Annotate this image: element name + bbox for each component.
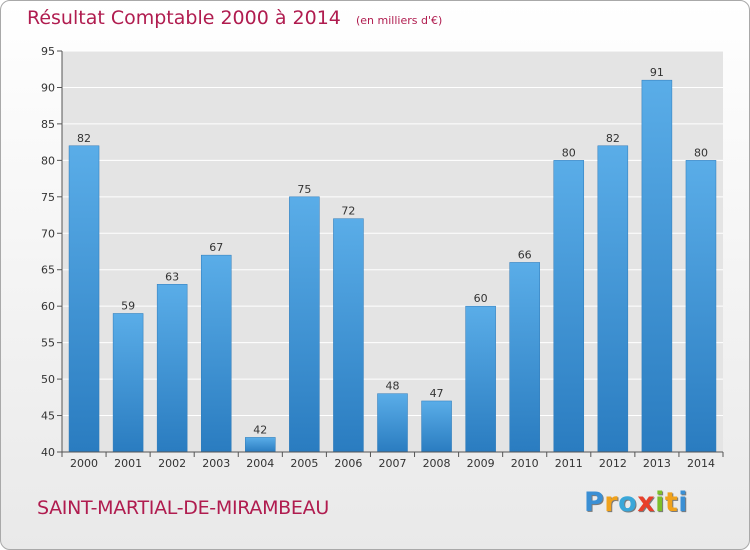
y-tick-label: 45: [41, 410, 55, 423]
logo-letter: i: [655, 487, 665, 518]
logo-letter: x: [637, 487, 656, 518]
bar-value-label: 42: [253, 423, 267, 436]
bar-value-label: 82: [77, 132, 91, 145]
logo-letter: i: [678, 487, 689, 518]
bar-value-label: 60: [474, 292, 488, 305]
chart-subtitle: (en milliers d'€): [355, 14, 443, 27]
bar: [156, 284, 188, 453]
bar: [112, 313, 144, 453]
bar-layer: 82 59 63 67 42 75 72 48 47 60 66 80 82 91 80: [68, 66, 717, 453]
x-tick-label: 2005: [290, 457, 318, 470]
y-tick-label: 80: [41, 154, 55, 167]
x-tick-label: 2009: [467, 457, 495, 470]
bar: [597, 145, 629, 453]
y-tick-label: 50: [41, 373, 55, 386]
y-tick-label: 55: [41, 337, 55, 350]
logo-letter: t: [664, 487, 679, 518]
bar: [465, 305, 496, 453]
bar-value-label: 47: [430, 387, 444, 400]
x-tick-label: 2012: [599, 457, 627, 470]
y-tick-label: 70: [41, 227, 55, 240]
y-tick-label: 40: [41, 446, 55, 459]
x-tick-label: 2011: [555, 457, 583, 470]
bar: [68, 145, 100, 453]
bar: [685, 160, 717, 453]
y-tick-label: 65: [41, 264, 55, 277]
bar: [377, 393, 408, 453]
bar-value-label: 91: [650, 66, 664, 79]
y-tick-label: 90: [41, 81, 55, 94]
x-tick-label: 2004: [246, 457, 274, 470]
x-tick-label: 2003: [202, 457, 230, 470]
bar-value-label: 59: [121, 299, 135, 312]
bar: [421, 400, 452, 453]
x-tick-label: 2001: [114, 457, 142, 470]
x-tick-label: 2013: [643, 457, 671, 470]
bar: [553, 160, 585, 453]
x-tick-label: 2006: [334, 457, 362, 470]
x-tick-label: 2014: [687, 457, 715, 470]
proxiti-logo: Proxiti: [584, 487, 688, 518]
x-tick-label: 2007: [379, 457, 407, 470]
commune-name: SAINT-MARTIAL-DE-MIRAMBEAU: [37, 497, 329, 519]
bar: [509, 262, 540, 453]
bar-value-label: 72: [341, 205, 355, 218]
bar: [200, 254, 232, 453]
x-tick-label: 2010: [511, 457, 539, 470]
y-tick-label: 95: [41, 45, 55, 58]
bar-value-label: 75: [297, 183, 311, 196]
x-tick-label: 2008: [423, 457, 451, 470]
bar-value-label: 48: [386, 380, 400, 393]
bar: [333, 218, 364, 453]
logo-letter: r: [604, 487, 619, 518]
bar-value-label: 82: [606, 132, 620, 145]
y-tick-label: 85: [41, 118, 55, 131]
bar-value-label: 66: [518, 248, 532, 261]
x-tick-label: 2002: [158, 457, 186, 470]
y-tick-label: 75: [41, 191, 55, 204]
logo-letter: o: [618, 487, 638, 518]
bar-value-label: 80: [694, 146, 708, 159]
axis-layer: 40 45 50 55 60 65 70 75 80 85 90 95 2000 2001 2002 2003…: [41, 45, 724, 470]
logo-letter: P: [584, 487, 605, 518]
x-tick-label: 2000: [70, 457, 98, 470]
y-tick-label: 60: [41, 300, 55, 313]
bar-value-label: 67: [209, 241, 223, 254]
title-row: Résultat Comptable 2000 à 2014 (en milli…: [27, 7, 442, 29]
bar-value-label: 63: [165, 270, 179, 283]
bar: [289, 196, 320, 453]
bar: [245, 437, 276, 453]
bar-value-label: 80: [562, 146, 576, 159]
chart-title: Résultat Comptable 2000 à 2014: [27, 7, 341, 29]
bar: [641, 79, 673, 453]
